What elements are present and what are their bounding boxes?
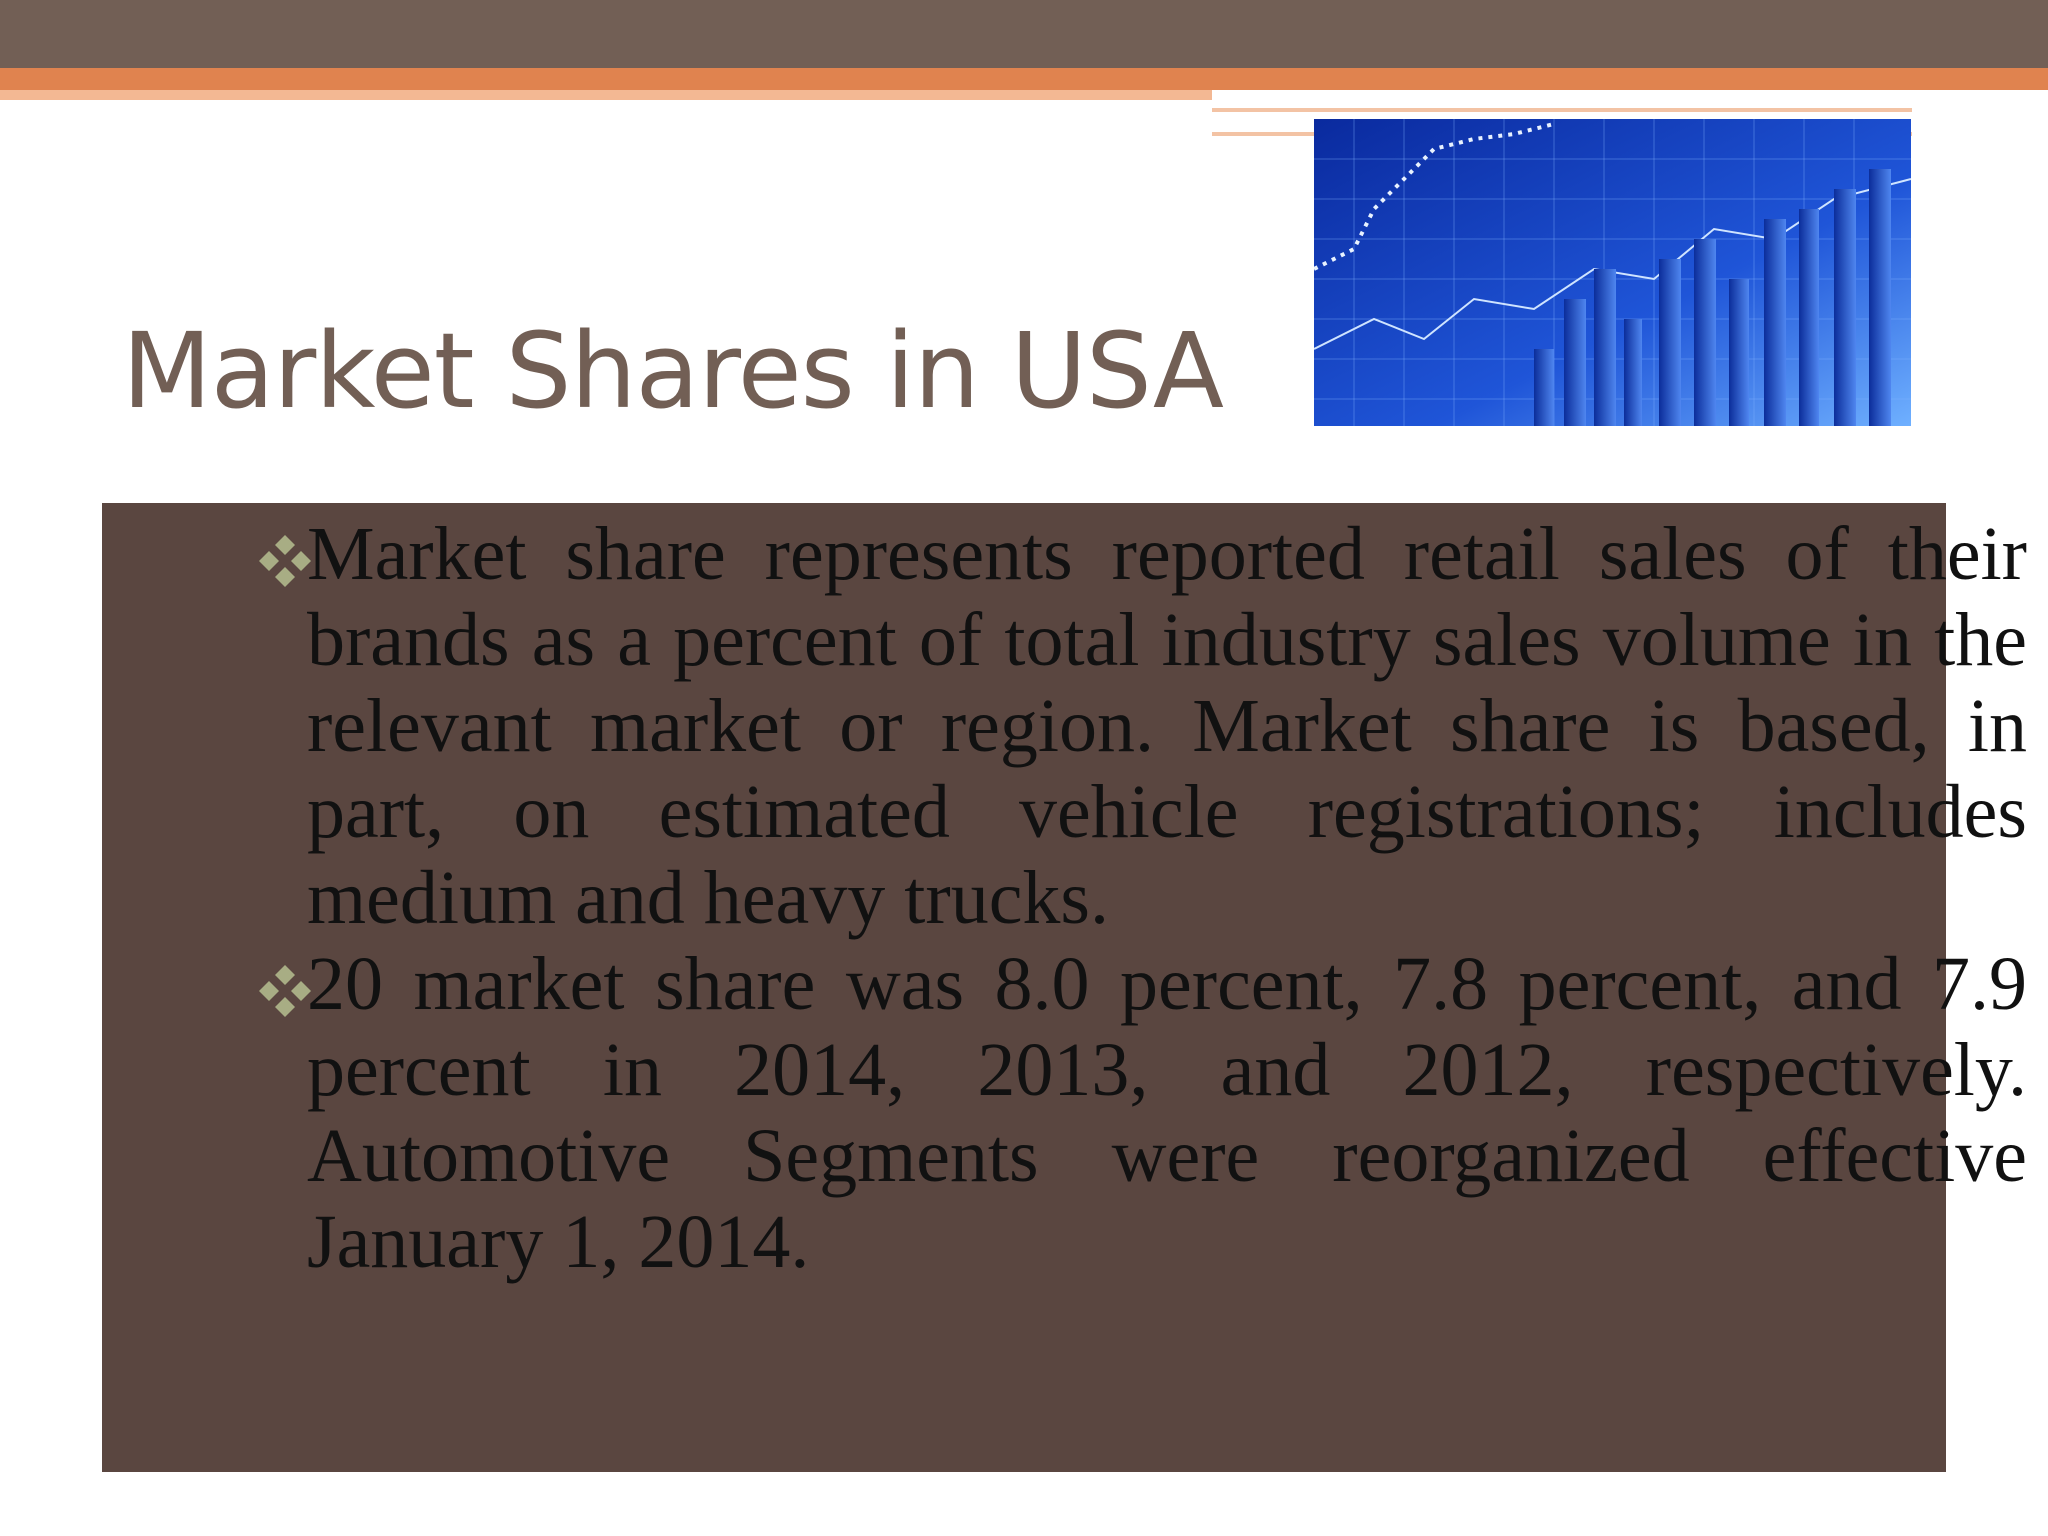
accent-bar xyxy=(0,68,2048,90)
bullet-item: 20 market share was 8.0 percent, 7.8 per… xyxy=(205,941,2027,1285)
bullet-text: Market share represents reported retail … xyxy=(307,512,2027,940)
slide-title: Market Shares in USA xyxy=(122,310,1224,432)
bullet-text: 20 market share was 8.0 percent, 7.8 per… xyxy=(307,942,2027,1284)
top-bar xyxy=(0,0,2048,68)
accent-bar xyxy=(0,90,1212,100)
content-box: Market share represents reported retail … xyxy=(102,503,2027,1472)
stock-chart-image xyxy=(1314,119,1911,426)
bullet-icon xyxy=(259,535,311,587)
bullet-item: Market share represents reported retail … xyxy=(205,511,2027,941)
bullet-list: Market share represents reported retail … xyxy=(205,511,2027,1285)
bullet-icon xyxy=(259,965,311,1017)
